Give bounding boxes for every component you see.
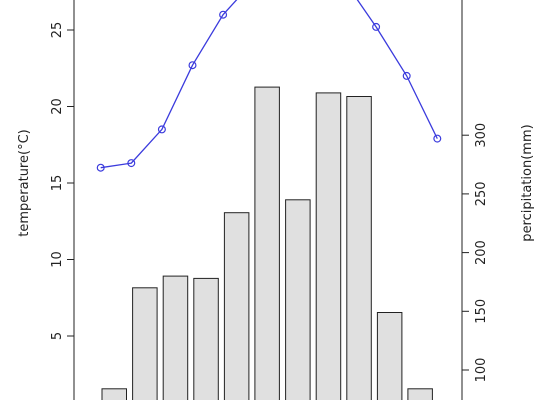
precipitation-bar [285, 199, 311, 400]
precipitation-bar [162, 275, 189, 400]
temperature-point [433, 134, 442, 143]
precipitation-bar [223, 212, 250, 400]
right-tick-label: 300 [474, 123, 489, 148]
left-axis-title: temperature(°C) [17, 129, 32, 236]
left-tick-label: 5 [50, 332, 65, 340]
temperature-point [372, 22, 381, 31]
precipitation-bar [132, 287, 158, 400]
right-tick-label: 150 [474, 299, 489, 324]
right-tick-label: 100 [474, 358, 489, 383]
precipitation-bar [376, 312, 403, 400]
temperature-point [219, 10, 228, 19]
right-axis-title: percipitation(mm) [520, 124, 535, 241]
precipitation-bar [101, 388, 127, 400]
left-tick-label: 10 [50, 251, 65, 268]
precipitation-bar [346, 96, 372, 400]
temperature-point [188, 61, 197, 70]
temperature-line-path [100, 0, 438, 169]
precipitation-bars [101, 86, 433, 400]
right-tick-label: 250 [474, 181, 489, 206]
left-tick-label: 15 [50, 175, 65, 192]
precipitation-bar [254, 86, 280, 400]
precipitation-bar [193, 277, 219, 400]
axes: 51015202550100150200250300 [50, 0, 489, 400]
left-tick-label: 20 [50, 98, 65, 115]
left-tick-label: 25 [50, 22, 65, 39]
temperature-line [96, 0, 442, 172]
temperature-point [402, 71, 411, 80]
right-tick-label: 200 [474, 240, 489, 265]
precipitation-bar [315, 92, 342, 400]
temperature-point [96, 163, 105, 172]
temperature-point [157, 125, 166, 134]
precipitation-bar [407, 388, 433, 400]
temperature-point [127, 159, 136, 168]
